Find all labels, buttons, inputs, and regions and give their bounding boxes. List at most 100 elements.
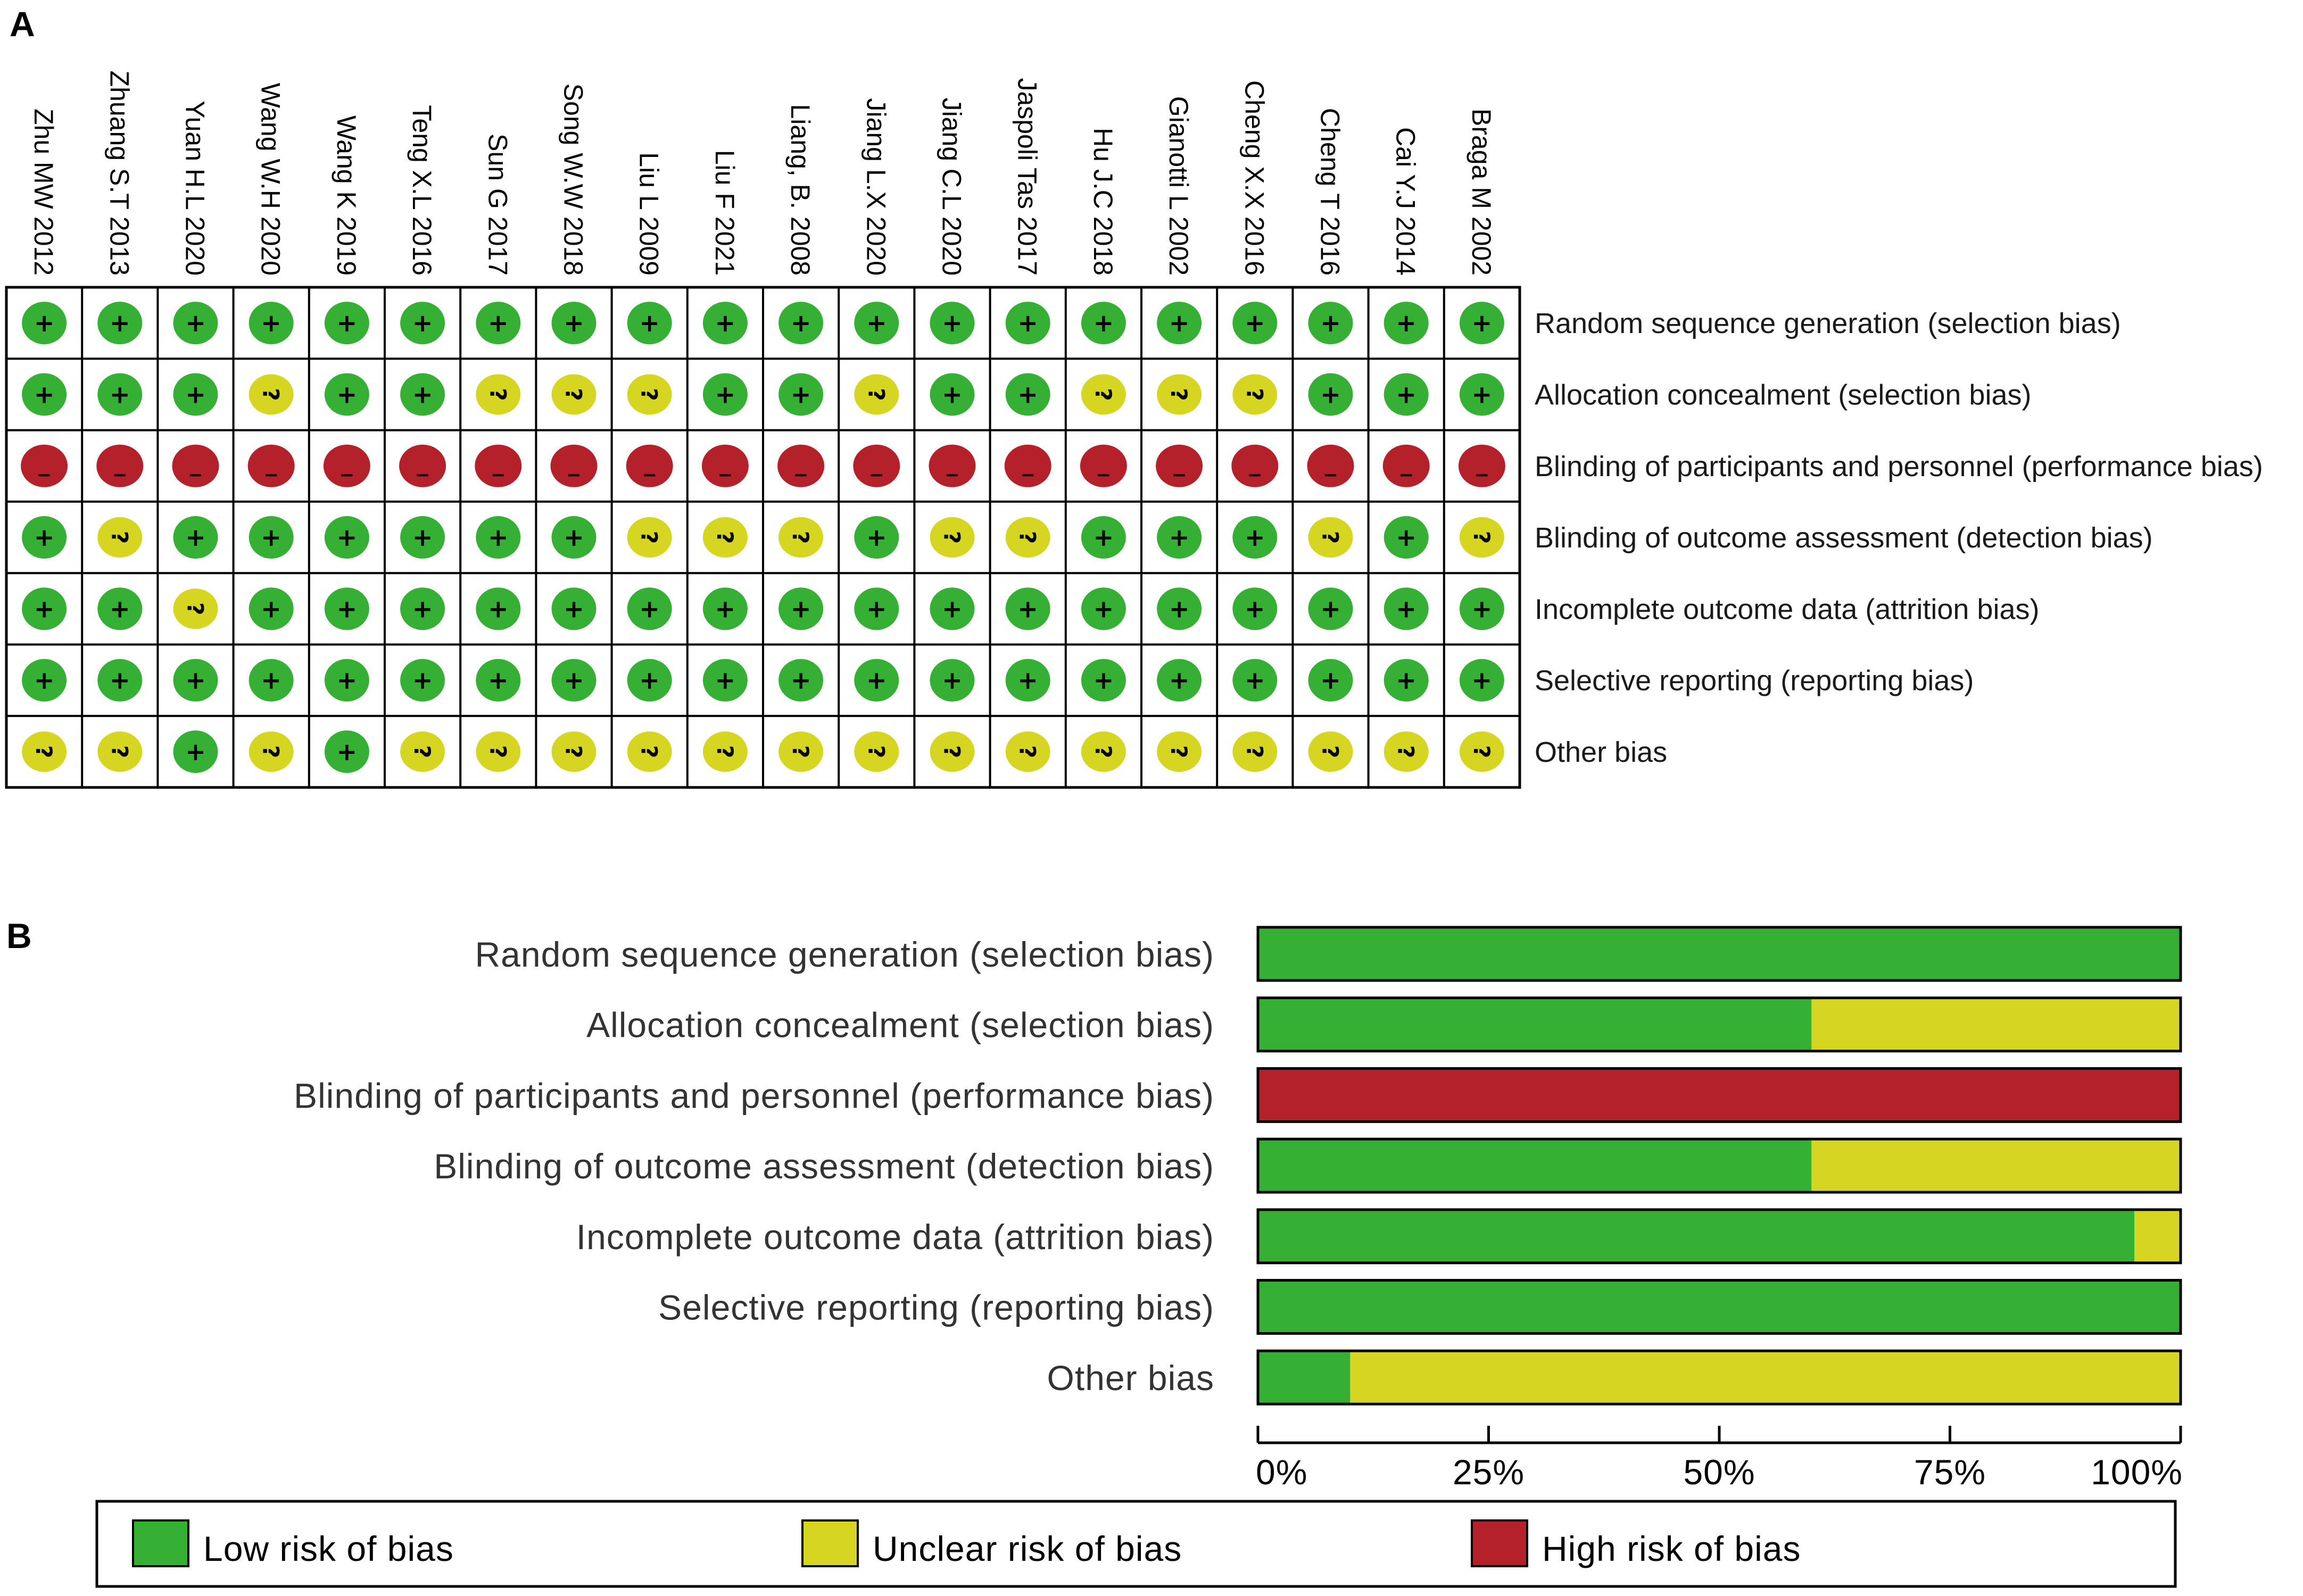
high-risk-icon	[172, 444, 219, 487]
plus-icon: +	[639, 666, 660, 695]
unclear-risk-icon	[1308, 731, 1353, 772]
question-icon: ?	[183, 602, 209, 615]
cell-unclear-risk: ?	[22, 731, 67, 772]
low-risk-icon	[248, 659, 294, 702]
unclear-risk-icon	[627, 731, 672, 772]
low-risk-icon	[930, 373, 975, 416]
low-risk-icon	[476, 516, 521, 559]
unclear-risk-icon	[854, 731, 899, 772]
question-icon: ?	[712, 531, 738, 544]
unclear-risk-icon	[627, 517, 672, 558]
unclear-risk-icon	[1384, 731, 1429, 772]
unclear-risk-icon	[400, 731, 445, 772]
question-icon: ?	[1090, 745, 1116, 758]
low-risk-icon	[1308, 302, 1353, 345]
bar-low-allocation-concealment-selection-bias	[1258, 998, 1812, 1051]
high-risk-icon	[1080, 444, 1127, 487]
cell-high-risk: −	[853, 444, 900, 487]
cell-low-risk: +	[854, 302, 899, 345]
low-risk-icon	[1308, 587, 1353, 630]
plus-icon: +	[412, 666, 433, 695]
minus-icon: −	[1020, 464, 1035, 486]
high-risk-icon	[550, 444, 598, 487]
cell-low-risk: +	[551, 302, 597, 345]
legend-label-unclear: Unclear risk of bias	[873, 1529, 1182, 1568]
cell-unclear-risk: ?	[1157, 374, 1202, 415]
cell-high-risk: −	[1156, 444, 1203, 487]
cell-low-risk: +	[1459, 659, 1504, 702]
cell-low-risk: +	[476, 587, 521, 630]
legend-label-low: Low risk of bias	[203, 1529, 454, 1568]
legend-swatch-low	[132, 1519, 189, 1567]
question-icon: ?	[258, 388, 284, 401]
cell-unclear-risk: ?	[778, 517, 824, 558]
category-label-blinding-of-participants-and-personnel-performance-bias: Blinding of participants and personnel (…	[294, 1076, 1214, 1115]
plus-icon: +	[1472, 309, 1493, 337]
bar-outline	[1256, 926, 2182, 982]
low-risk-icon	[1157, 302, 1202, 345]
cell-unclear-risk: ?	[1005, 731, 1050, 772]
low-risk-icon	[22, 516, 67, 559]
plus-icon: +	[1472, 380, 1493, 409]
plus-icon: +	[185, 380, 206, 409]
study-label-liu-f-2021: Liu F 2021	[710, 150, 740, 276]
low-risk-icon	[173, 730, 218, 773]
low-risk-icon	[1157, 659, 1202, 702]
plus-icon: +	[1396, 380, 1416, 409]
cell-high-risk: −	[21, 444, 68, 487]
cell-low-risk: +	[173, 516, 218, 559]
low-risk-icon	[1081, 516, 1126, 559]
cell-low-risk: +	[476, 302, 521, 345]
cell-low-risk: +	[551, 516, 597, 559]
plus-icon: +	[110, 666, 130, 695]
low-risk-icon	[1005, 302, 1050, 345]
plus-icon: +	[1245, 666, 1265, 695]
cell-low-risk: +	[854, 587, 899, 630]
cell-low-risk: +	[476, 659, 521, 702]
plus-icon: +	[185, 737, 206, 766]
low-risk-icon	[324, 516, 369, 559]
cell-low-risk: +	[1308, 587, 1353, 630]
minus-icon: −	[642, 464, 657, 486]
bar-unclear-incomplete-outcome-data-attrition-bias	[2134, 1209, 2181, 1263]
bar-low-random-sequence-generation-selection-bias	[1258, 927, 2181, 980]
plus-icon: +	[110, 594, 130, 623]
low-risk-icon	[476, 302, 521, 345]
cell-low-risk: +	[778, 659, 824, 702]
unclear-risk-icon	[930, 517, 975, 558]
plus-icon: +	[942, 309, 963, 337]
low-risk-icon	[1384, 587, 1429, 630]
low-risk-icon	[324, 587, 369, 630]
low-risk-icon	[627, 659, 672, 702]
low-risk-icon	[702, 587, 748, 630]
low-risk-icon	[97, 302, 143, 345]
cell-low-risk: +	[22, 302, 67, 345]
low-risk-icon	[930, 587, 975, 630]
low-risk-icon	[1308, 373, 1353, 416]
cell-high-risk: −	[701, 444, 749, 487]
question-icon: ?	[106, 745, 132, 758]
plus-icon: +	[942, 666, 963, 695]
cell-low-risk: +	[1005, 373, 1050, 416]
cell-low-risk: +	[324, 516, 369, 559]
cell-low-risk: +	[97, 302, 143, 345]
high-risk-icon	[323, 444, 370, 487]
cell-low-risk: +	[1384, 659, 1429, 702]
high-risk-icon	[1307, 444, 1354, 487]
cell-unclear-risk: ?	[97, 731, 143, 772]
study-label-sun-g-2017: Sun G 2017	[483, 134, 512, 276]
study-label-zhuang-s-t-2013: Zhuang S.T 2013	[104, 71, 134, 276]
plus-icon: +	[791, 594, 811, 623]
plus-icon: +	[488, 523, 509, 552]
unclear-risk-icon	[1081, 374, 1126, 415]
plus-icon: +	[791, 380, 811, 409]
cell-high-risk: −	[1307, 444, 1354, 487]
low-risk-icon	[22, 659, 67, 702]
plus-icon: +	[1093, 523, 1114, 552]
low-risk-icon	[1459, 373, 1504, 416]
cell-low-risk: +	[1157, 516, 1202, 559]
cell-unclear-risk: ?	[476, 374, 521, 415]
cell-high-risk: −	[1458, 444, 1505, 487]
low-risk-icon	[551, 302, 597, 345]
category-label-selective-reporting-reporting-bias: Selective reporting (reporting bias)	[658, 1288, 1214, 1327]
